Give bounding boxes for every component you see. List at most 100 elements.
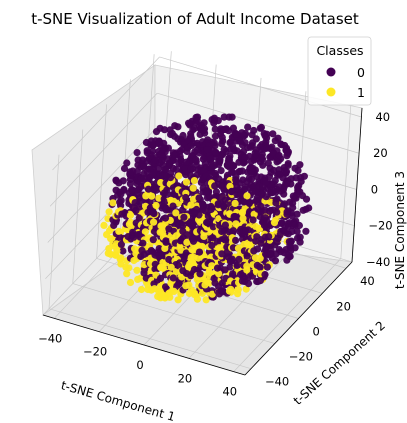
scatter-point-class-1 <box>243 192 251 200</box>
scatter-point-class-0 <box>148 171 157 179</box>
scatter-point-class-0 <box>274 134 282 142</box>
scatter-point-class-0 <box>212 148 220 156</box>
scatter-point-class-1 <box>243 266 251 274</box>
scatter-point-class-0 <box>186 220 195 228</box>
scatter-point-class-0 <box>237 191 245 199</box>
x-tick-label: 20 <box>178 371 193 385</box>
scatter-point-class-0 <box>164 144 172 152</box>
scatter-point-class-1 <box>105 208 113 216</box>
scatter-point-class-1 <box>194 254 202 262</box>
grid-line-z-left <box>47 129 156 243</box>
scatter-point-class-0 <box>174 123 182 131</box>
scatter-point-class-0 <box>243 252 251 260</box>
scatter-point-class-1 <box>189 184 197 192</box>
scatter-point-class-0 <box>204 212 212 220</box>
scatter-point-class-1 <box>189 195 198 203</box>
legend-frame <box>307 36 372 106</box>
scatter-point-class-0 <box>220 186 228 194</box>
scatter-point-class-0 <box>225 161 233 169</box>
scatter-point-class-0 <box>161 198 169 206</box>
scatter-point-class-0 <box>160 126 169 134</box>
scatter-point-class-0 <box>211 182 219 190</box>
scatter-point-class-1 <box>174 296 182 304</box>
scatter-point-class-1 <box>215 244 223 252</box>
scatter-point-class-0 <box>211 116 219 124</box>
scatter-point-class-0 <box>195 248 204 256</box>
scatter-point-class-1 <box>234 244 242 252</box>
scatter-point-class-0 <box>256 263 264 271</box>
scatter-point-class-1 <box>256 254 264 262</box>
x-tick-label: −20 <box>83 345 107 359</box>
scatter-point-class-1 <box>130 256 138 265</box>
scatter-point-class-0 <box>151 251 159 259</box>
scatter-point-class-0 <box>208 241 216 250</box>
scatter-point-class-0 <box>215 175 223 183</box>
scatter-point-class-0 <box>302 195 311 203</box>
scatter-point-class-1 <box>113 247 121 255</box>
scatter-point-class-1 <box>182 178 191 186</box>
scatter-point-class-0 <box>256 124 264 132</box>
scatter-point-class-1 <box>157 179 165 187</box>
scatter-point-class-0 <box>193 146 201 154</box>
scatter-point-class-0 <box>252 187 260 196</box>
scatter-point-class-0 <box>302 227 310 235</box>
scatter-point-class-0 <box>229 142 237 150</box>
scatter-point-class-0 <box>196 270 204 278</box>
scatter-point-class-0 <box>120 186 128 194</box>
scatter-point-class-0 <box>286 241 294 249</box>
scatter-point-class-0 <box>275 183 284 191</box>
z-tick-label: 20 <box>373 146 388 160</box>
scatter-point-class-0 <box>228 113 236 121</box>
scatter-point-class-0 <box>249 216 257 224</box>
chart-title: t-SNE Visualization of Adult Income Data… <box>31 10 359 28</box>
scatter-point-class-0 <box>286 198 294 206</box>
scatter-point-class-0 <box>161 214 170 222</box>
scatter-point-class-1 <box>152 201 160 210</box>
scatter-point-class-0 <box>137 182 146 190</box>
scatter-point-class-0 <box>241 183 249 191</box>
scatter-point-class-0 <box>201 207 209 215</box>
scatter-point-class-0 <box>203 194 211 202</box>
scatter-point-class-0 <box>257 153 266 161</box>
x-axis-line <box>42 314 246 376</box>
scatter-point-class-0 <box>131 199 139 207</box>
scatter-point-class-0 <box>275 151 283 160</box>
scatter-point-class-0 <box>187 141 195 149</box>
scatter-point-class-0 <box>156 274 165 282</box>
scatter-point-class-0 <box>144 185 153 193</box>
scatter-point-class-0 <box>259 161 267 169</box>
scatter-point-class-1 <box>175 172 183 180</box>
legend: Classes 0 1 <box>307 36 372 106</box>
scatter-point-class-1 <box>270 219 279 227</box>
scatter-point-class-0 <box>160 189 169 197</box>
legend-title: Classes <box>316 43 363 58</box>
scatter-point-class-0 <box>126 180 134 188</box>
scatter-point-class-1 <box>137 285 146 294</box>
scatter-point-class-1 <box>117 254 125 262</box>
scatter-point-class-0 <box>241 129 250 138</box>
scatter-point-class-0 <box>263 144 271 152</box>
scatter-point-class-0 <box>116 198 124 206</box>
scatter-point-class-0 <box>267 250 275 259</box>
scatter-point-class-0 <box>121 209 129 217</box>
z-axis-line <box>351 107 363 263</box>
scatter-point-class-0 <box>117 240 125 248</box>
scatter-point-class-0 <box>283 208 291 216</box>
scatter-point-class-0 <box>284 251 292 259</box>
scatter-point-class-0 <box>140 162 148 170</box>
scatter-point-class-0 <box>212 188 220 196</box>
scatter-point-class-0 <box>231 212 239 221</box>
scatter-point-class-0 <box>187 133 195 141</box>
scatter-point-class-0 <box>190 265 198 274</box>
grid-line-y-left <box>48 154 60 309</box>
scatter-point-class-1 <box>234 290 242 298</box>
scatter-point-class-1 <box>185 281 193 289</box>
scatter-point-class-0 <box>273 208 281 216</box>
scatter-point-class-0 <box>296 238 304 246</box>
legend-label-1: 1 <box>357 85 365 100</box>
y-tick-label: 40 <box>360 274 375 288</box>
y-tick-label: 0 <box>313 324 320 338</box>
scatter-point-class-0 <box>274 234 282 242</box>
scatter-point-class-1 <box>158 228 167 236</box>
scatter-point-class-0 <box>179 131 187 140</box>
